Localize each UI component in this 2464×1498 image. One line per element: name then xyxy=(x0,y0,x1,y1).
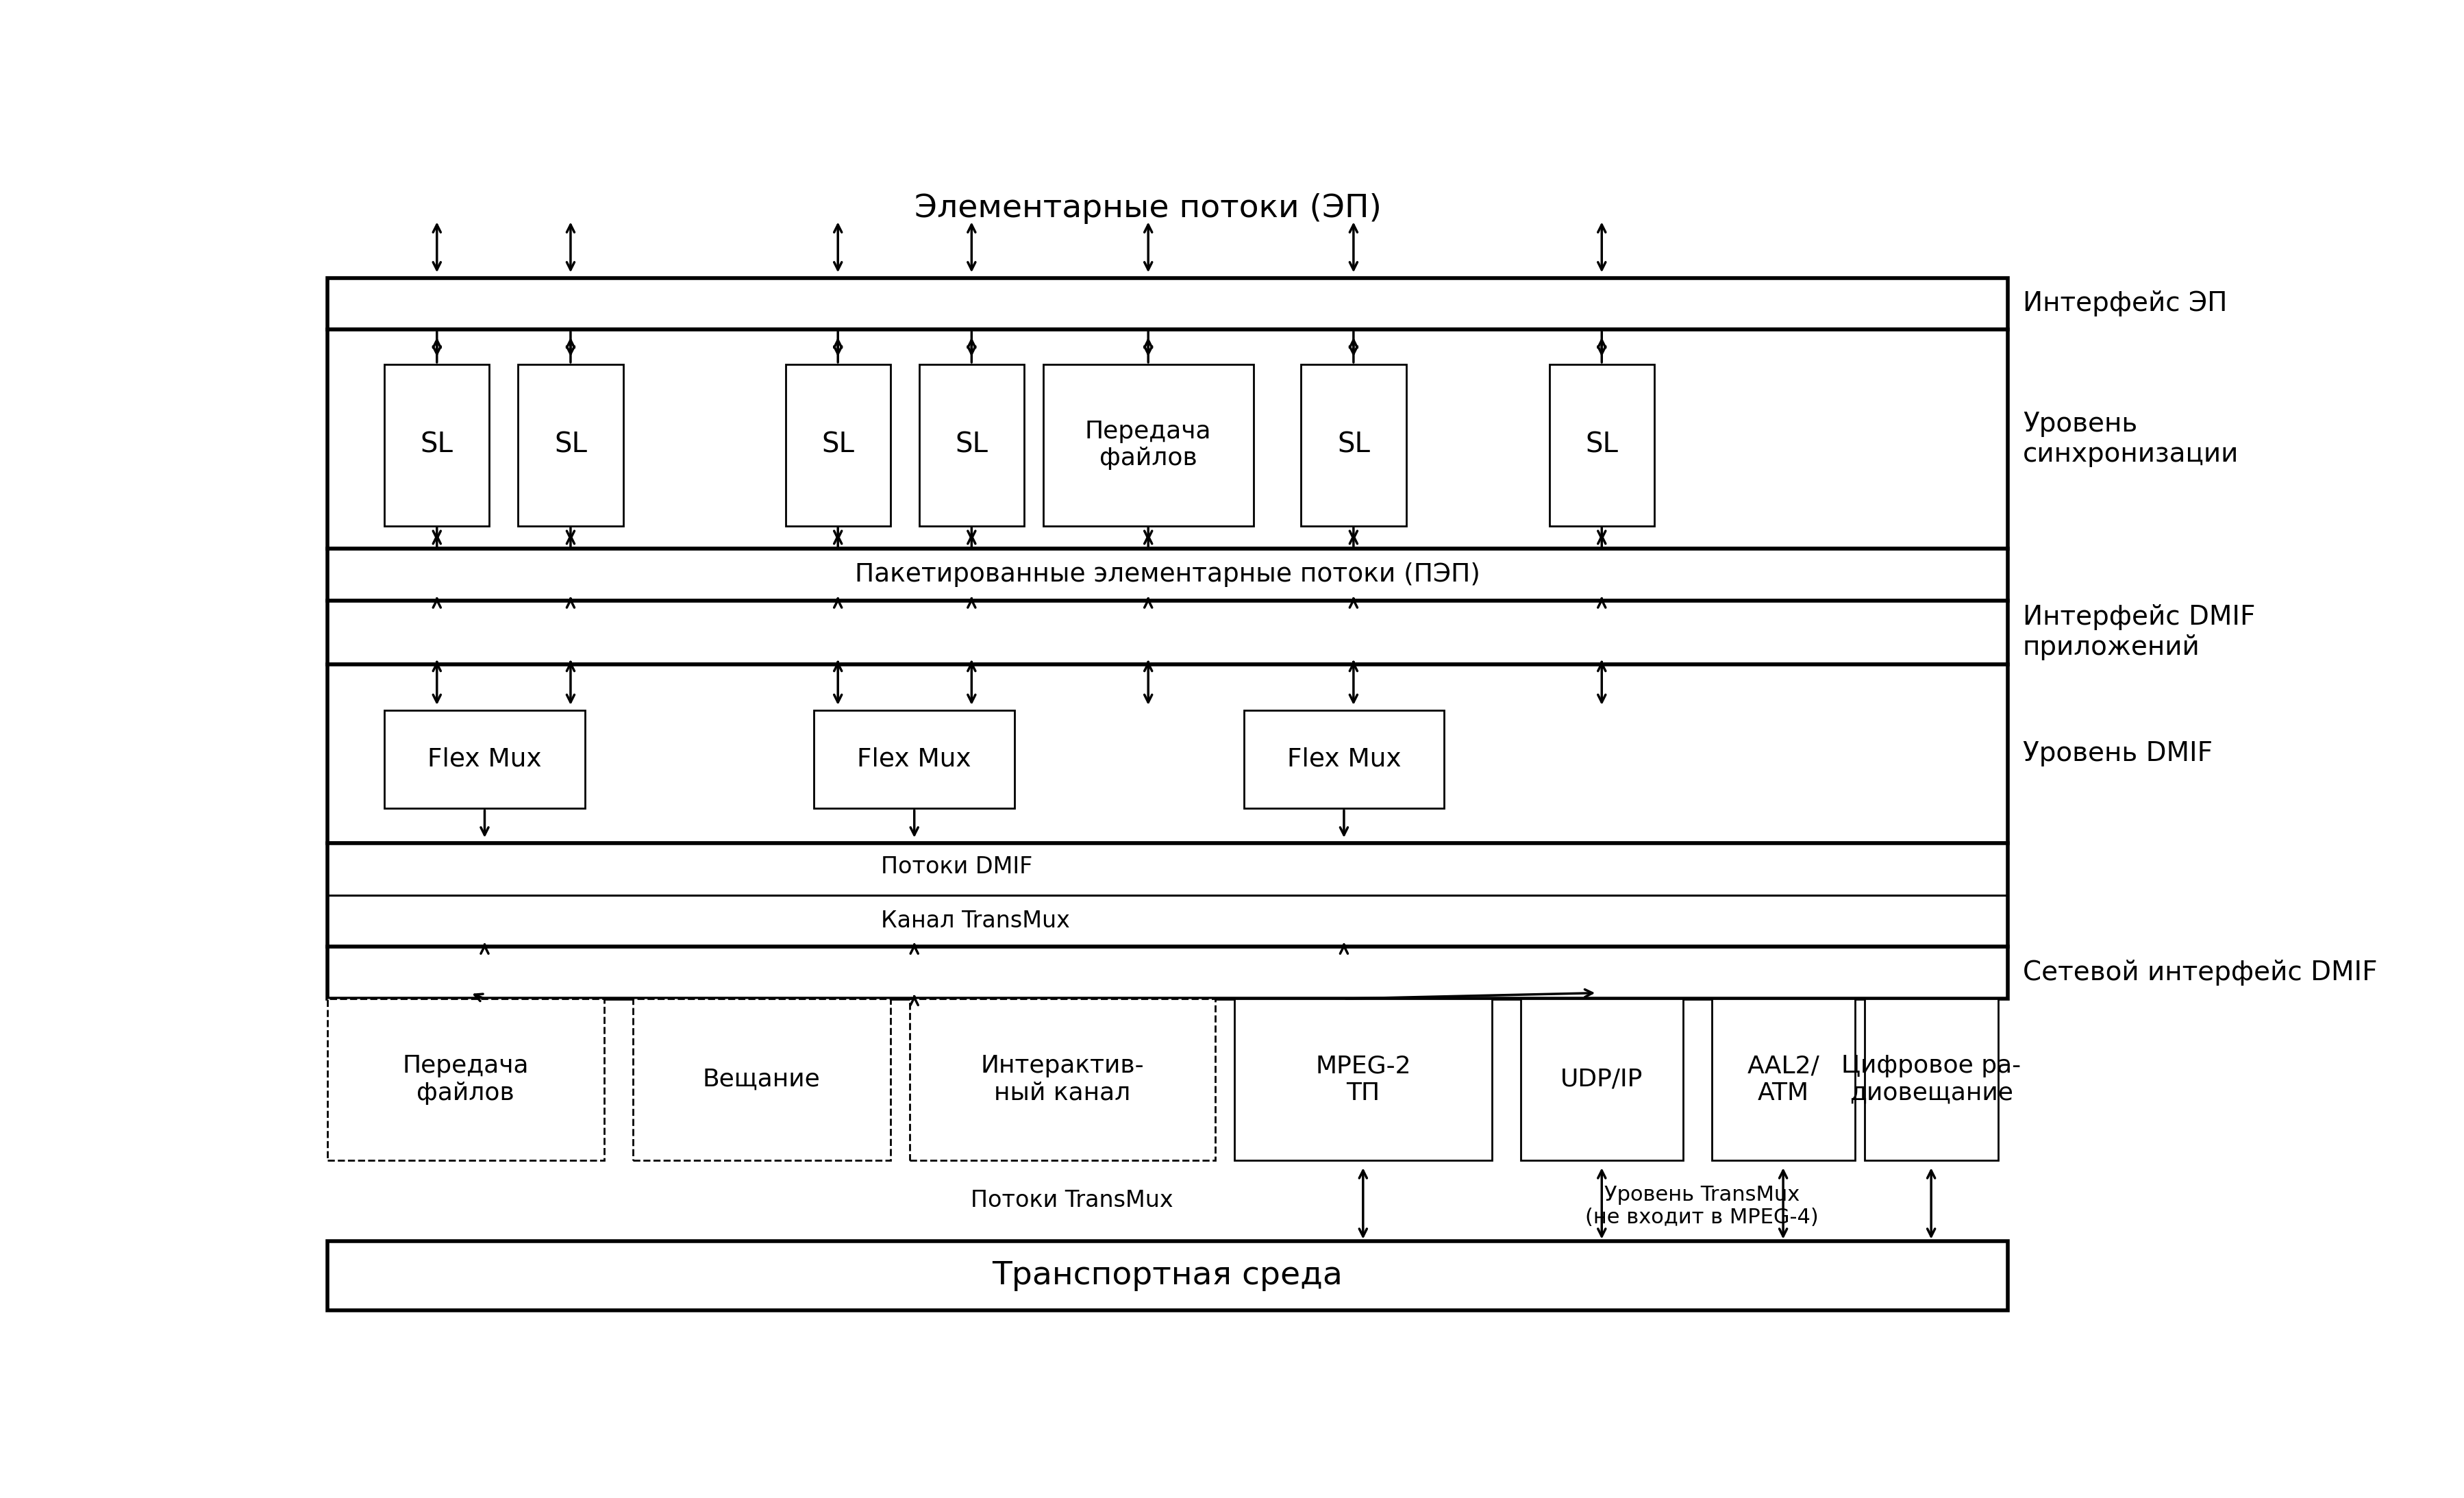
Bar xyxy=(328,277,2008,330)
Text: Flex Mux: Flex Mux xyxy=(1286,748,1402,771)
Bar xyxy=(919,364,1025,526)
Text: Сетевой интерфейс DMIF: Сетевой интерфейс DMIF xyxy=(2023,960,2378,986)
Text: Канал TransMux: Канал TransMux xyxy=(882,909,1069,932)
Text: Потоки TransMux: Потоки TransMux xyxy=(971,1189,1173,1212)
Bar xyxy=(1712,999,1855,1159)
Text: Элементарные потоки (ЭП): Элементарные потоки (ЭП) xyxy=(914,193,1382,225)
Bar xyxy=(328,947,2008,999)
Text: Flex Mux: Flex Mux xyxy=(857,748,971,771)
Bar xyxy=(328,843,2008,947)
Bar xyxy=(633,999,890,1159)
Text: Пакетированные элементарные потоки (ПЭП): Пакетированные элементарные потоки (ПЭП) xyxy=(855,562,1481,587)
Bar xyxy=(328,330,2008,548)
Bar xyxy=(328,1240,2008,1311)
Bar xyxy=(813,710,1015,809)
Bar xyxy=(328,601,2008,664)
Text: SL: SL xyxy=(554,431,586,458)
Bar xyxy=(384,710,584,809)
Text: Передача
файлов: Передача файлов xyxy=(1084,419,1212,470)
Text: SL: SL xyxy=(1338,431,1370,458)
Bar xyxy=(328,999,604,1159)
Text: Цифровое ра-
диовещание: Цифровое ра- диовещание xyxy=(1841,1055,2020,1104)
Text: SL: SL xyxy=(421,431,453,458)
Text: Уровень DMIF: Уровень DMIF xyxy=(2023,740,2213,767)
Text: AAL2/
ATM: AAL2/ ATM xyxy=(1747,1055,1818,1104)
Text: Транспортная среда: Транспортная среда xyxy=(993,1260,1343,1291)
Text: Уровень
синхронизации: Уровень синхронизации xyxy=(2023,412,2240,467)
Bar xyxy=(909,999,1215,1159)
Text: Передача
файлов: Передача файлов xyxy=(402,1055,530,1104)
Bar xyxy=(786,364,890,526)
Bar xyxy=(1520,999,1683,1159)
Bar xyxy=(1042,364,1254,526)
Text: SL: SL xyxy=(821,431,855,458)
Bar xyxy=(517,364,623,526)
Text: Flex Mux: Flex Mux xyxy=(429,748,542,771)
Bar xyxy=(328,548,2008,601)
Bar xyxy=(1234,999,1493,1159)
Bar xyxy=(1865,999,1998,1159)
Bar xyxy=(1550,364,1653,526)
Text: Интерфейс ЭП: Интерфейс ЭП xyxy=(2023,291,2227,316)
Text: UDP/IP: UDP/IP xyxy=(1560,1068,1643,1091)
Text: MPEG-2
ТП: MPEG-2 ТП xyxy=(1316,1055,1412,1104)
Text: SL: SL xyxy=(1584,431,1619,458)
Bar xyxy=(1244,710,1444,809)
Text: Потоки DMIF: Потоки DMIF xyxy=(882,855,1032,878)
Bar xyxy=(1301,364,1407,526)
Text: Интерактив-
ный канал: Интерактив- ный канал xyxy=(981,1055,1143,1104)
Text: Уровень TransMux
(не входит в MPEG-4): Уровень TransMux (не входит в MPEG-4) xyxy=(1584,1185,1818,1228)
Text: Интерфейс DMIF
приложений: Интерфейс DMIF приложений xyxy=(2023,604,2255,661)
Bar xyxy=(384,364,490,526)
Bar xyxy=(328,664,2008,843)
Text: Вещание: Вещание xyxy=(702,1068,821,1091)
Text: SL: SL xyxy=(956,431,988,458)
